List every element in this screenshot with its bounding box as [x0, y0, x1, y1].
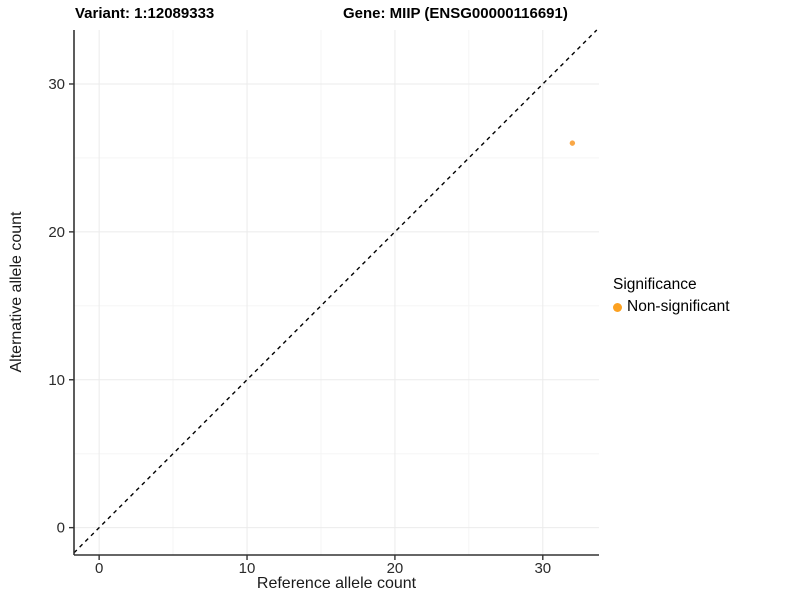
data-point [569, 140, 576, 146]
legend-item: Non-significant [613, 298, 730, 316]
x-tick-label: 30 [534, 560, 551, 577]
y-tick-label: 0 [57, 520, 65, 537]
legend-point-swatch [613, 302, 622, 312]
variant-title: Variant: 1:12089333 [75, 5, 215, 22]
legend-item-label: Non-significant [627, 298, 730, 315]
identity-dashed-line [73, 29, 598, 554]
y-axis-title: Alternative allele count [8, 211, 25, 373]
gene-title: Gene: MIIP (ENSG00000116691) [343, 5, 568, 22]
legend-title: Significance [613, 276, 697, 293]
x-tick-label: 0 [95, 560, 103, 577]
y-tick-label: 30 [48, 76, 65, 93]
legend: Significance Non-significant [613, 276, 730, 316]
x-tick-label: 20 [387, 560, 404, 577]
x-axis-title: Reference allele count [256, 575, 417, 592]
x-tick-label: 10 [239, 560, 256, 577]
y-tick-label: 10 [48, 372, 65, 389]
y-tick-label: 20 [48, 224, 65, 241]
